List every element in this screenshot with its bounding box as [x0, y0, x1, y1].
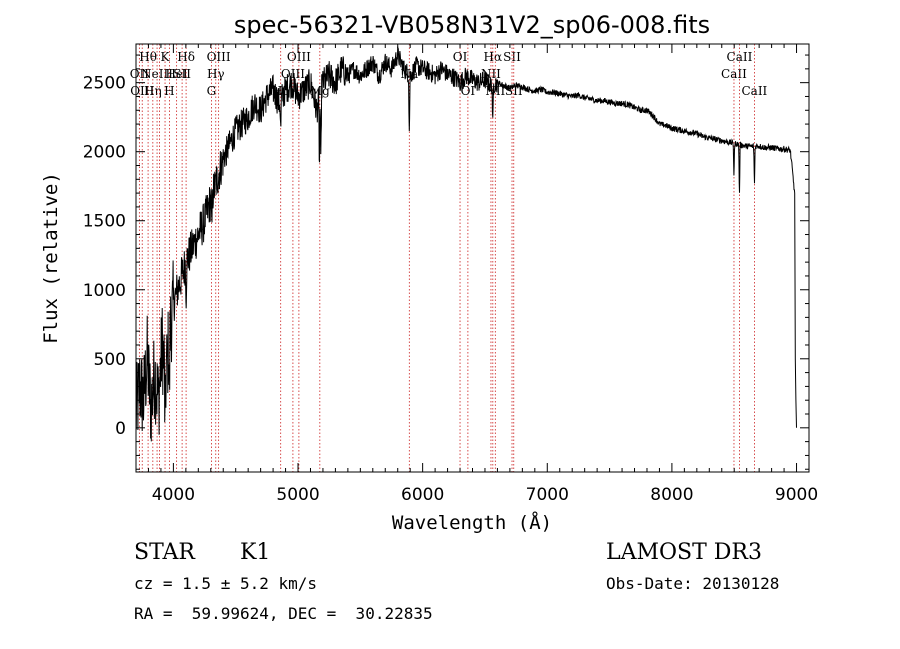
axis-ticks: 4000 5000 6000 7000 8000 9000 0 500 1000 1500 2000… [83, 44, 818, 505]
object-subclass: K1 [240, 540, 271, 565]
spectrum-series [135, 46, 797, 442]
observation-date: Obs-Date: 20130128 [606, 574, 780, 593]
y-axis-label: Flux (relative) [40, 172, 62, 344]
line-marker-label: OIII [207, 50, 231, 64]
y-tick-label: 2000 [83, 143, 126, 163]
x-axis-label: Wavelength (Å) [392, 511, 552, 534]
object-class: STAR [134, 540, 195, 565]
line-marker-label: OII [130, 67, 150, 81]
line-marker-label: NeIII [141, 67, 173, 81]
line-marker-label: HeI [165, 67, 188, 81]
plot-frame [135, 43, 810, 473]
line-marker-label: CaII [727, 50, 753, 64]
line-marker-label: OI [461, 84, 476, 98]
line-marker-label: Hθ [139, 50, 157, 64]
y-tick-label: 1000 [83, 281, 126, 301]
line-marker-label: H [164, 84, 174, 98]
line-marker-label: Hγ [207, 67, 225, 81]
y-tick-label: 0 [115, 419, 126, 439]
survey-name: LAMOST DR3 [606, 540, 762, 565]
line-marker-label: Hη [144, 84, 162, 98]
line-marker-label: K [161, 50, 171, 64]
line-marker-label: SII [173, 67, 191, 81]
x-tick-label: 8000 [650, 485, 693, 505]
line-marker-label: Hδ [177, 50, 195, 64]
line-marker-label: SII [503, 50, 521, 64]
chart-title: spec-56321-VB058N31V2_sp06-008.fits [234, 11, 710, 39]
line-marker-label: CaII [741, 84, 767, 98]
line-marker-label: CaII [721, 67, 747, 81]
y-tick-label: 1500 [83, 212, 126, 232]
emission-line-markers: OIIOIIIHθHηNeIIIKHHeISIIHδGHγOIIIHβOIIIO… [130, 44, 768, 472]
redshift-cz: cz = 1.5 ± 5.2 km/s [134, 574, 318, 593]
x-tick-label: 9000 [775, 485, 818, 505]
line-marker-label: OIII [287, 50, 311, 64]
x-tick-label: 7000 [526, 485, 569, 505]
line-marker-label: OI [453, 50, 468, 64]
x-tick-label: 6000 [401, 485, 444, 505]
x-tick-label: 4000 [152, 485, 195, 505]
spectrum-line [135, 46, 797, 442]
line-marker-label: Hα [484, 50, 503, 64]
x-tick-label: 5000 [276, 485, 319, 505]
y-tick-label: 500 [94, 350, 126, 370]
line-marker-label: G [207, 84, 217, 98]
y-tick-label: 2500 [83, 74, 126, 94]
coordinates: RA = 59.99624, DEC = 30.22835 [134, 604, 433, 623]
